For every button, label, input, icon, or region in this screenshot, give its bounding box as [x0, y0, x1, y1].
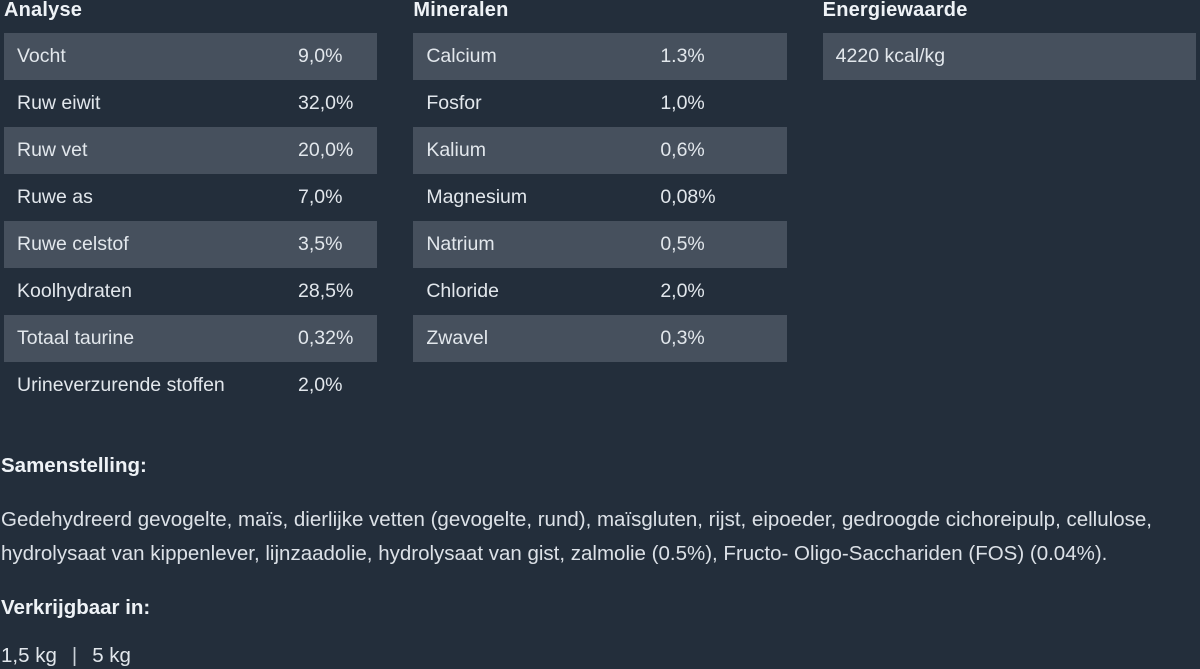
table-row: Kalium 0,6% — [413, 127, 787, 174]
mineralen-rows: Calcium 1.3% Fosfor 1,0% Kalium 0,6% Mag… — [413, 33, 787, 362]
composition-text: Gedehydreerd gevogelte, maïs, dierlijke … — [1, 508, 1152, 565]
table-row: Magnesium 0,08% — [413, 174, 786, 221]
energy-value: 4220 kcal/kg — [835, 45, 946, 67]
analyse-title: Analyse — [4, 0, 83, 21]
row-value: 2,0% — [298, 374, 343, 396]
row-label: Totaal taurine — [17, 327, 135, 349]
table-row: Ruw eiwit 32,0% — [4, 80, 377, 127]
row-value: 7,0% — [298, 186, 343, 208]
row-value: 0,3% — [660, 327, 705, 349]
table-row: Urineverzurende stoffen 2,0% — [4, 362, 377, 409]
row-value: 0,6% — [660, 139, 705, 161]
row-value: 1.3% — [660, 45, 705, 67]
table-row: Koolhydraten 28,5% — [4, 268, 377, 315]
row-label: Calcium — [426, 45, 497, 67]
row-label: Vocht — [17, 45, 66, 67]
analyse-table: Analyse Vocht 9,0% Ruw eiwit 32,0% Ruw v… — [4, 0, 378, 409]
row-label: Ruwe as — [17, 186, 93, 208]
size-option: 1,5 kg — [1, 644, 57, 667]
row-label: Kalium — [426, 139, 486, 161]
table-row: Chloride 2,0% — [413, 268, 786, 315]
row-value: 3,5% — [298, 233, 343, 255]
energiewaarde-rows: 4220 kcal/kg — [822, 33, 1196, 80]
energiewaarde-table: Energiewaarde 4220 kcal/kg — [822, 0, 1196, 80]
table-row: Ruwe celstof 3,5% — [4, 221, 378, 268]
row-value: 0,08% — [660, 186, 716, 208]
table-row: Calcium 1.3% — [413, 33, 787, 80]
row-value: 9,0% — [298, 45, 343, 67]
row-label: Ruw vet — [17, 139, 88, 161]
table-row: Zwavel 0,3% — [413, 315, 787, 362]
table-row: Ruwe as 7,0% — [4, 174, 377, 221]
table-row: Totaal taurine 0,32% — [4, 315, 378, 362]
row-value: 0,32% — [298, 327, 354, 349]
row-label: Ruw eiwit — [17, 92, 101, 114]
composition-title: Samenstelling: — [1, 454, 147, 477]
row-label: Urineverzurende stoffen — [17, 374, 225, 396]
availability-sizes: 1,5 kg | 5 kg — [1, 645, 1200, 666]
table-row: Vocht 9,0% — [4, 33, 378, 80]
row-value: 32,0% — [298, 92, 354, 114]
table-row: Ruw vet 20,0% — [4, 127, 378, 174]
analyse-rows: Vocht 9,0% Ruw eiwit 32,0% Ruw vet 20,0%… — [4, 33, 378, 409]
spec-tables: Analyse Vocht 9,0% Ruw eiwit 32,0% Ruw v… — [4, 0, 1196, 409]
table-row: Fosfor 1,0% — [413, 80, 786, 127]
row-value: 0,5% — [660, 233, 705, 255]
size-option: 5 kg — [92, 644, 131, 667]
table-row: Natrium 0,5% — [413, 221, 787, 268]
size-separator: | — [71, 644, 78, 667]
row-label: Chloride — [426, 280, 499, 302]
row-label: Natrium — [426, 233, 495, 255]
row-value: 2,0% — [660, 280, 705, 302]
mineralen-title: Mineralen — [413, 0, 509, 21]
row-label: Fosfor — [426, 92, 482, 114]
row-value: 28,5% — [298, 280, 354, 302]
table-row: 4220 kcal/kg — [822, 33, 1196, 80]
mineralen-table: Mineralen Calcium 1.3% Fosfor 1,0% Kaliu… — [413, 0, 787, 362]
availability-title: Verkrijgbaar in: — [1, 596, 151, 619]
row-label: Ruwe celstof — [17, 233, 129, 255]
energiewaarde-title: Energiewaarde — [822, 0, 968, 21]
row-label: Zwavel — [426, 327, 489, 349]
row-label: Koolhydraten — [17, 280, 132, 302]
row-label: Magnesium — [426, 186, 528, 208]
row-value: 1,0% — [660, 92, 705, 114]
row-value: 20,0% — [298, 139, 354, 161]
